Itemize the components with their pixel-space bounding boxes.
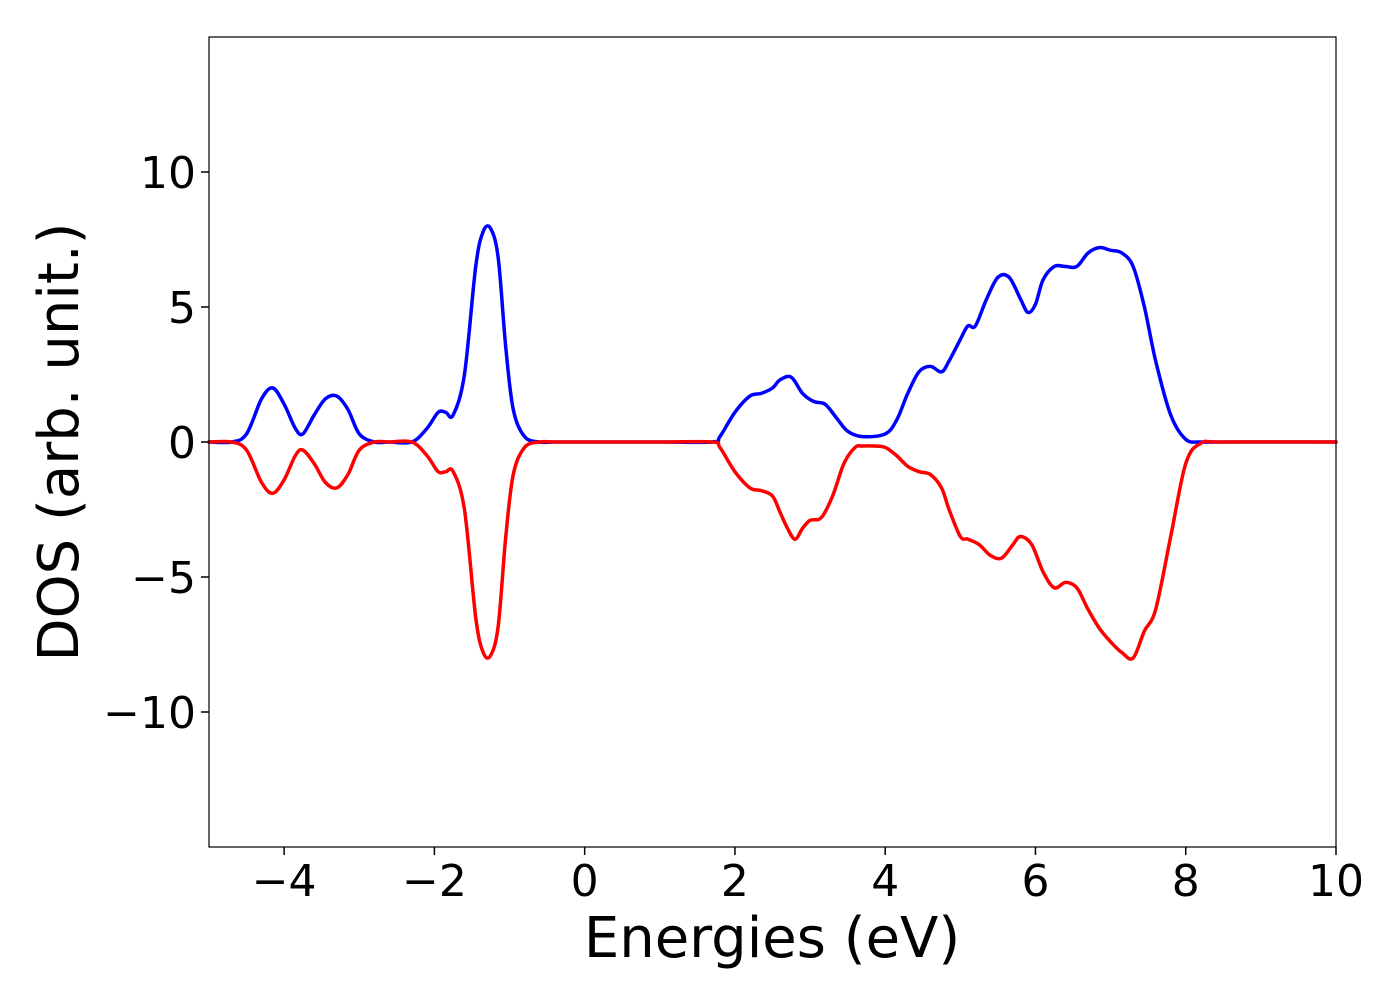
y-tick-label: −10 [103, 688, 196, 739]
x-tick-label: 4 [871, 856, 899, 907]
x-tick-label: 2 [721, 856, 749, 907]
y-tick-label: 10 [140, 148, 196, 199]
ticks-layer: −4 −2 0 2 4 6 8 10 10 5 0 −5 −10 [103, 148, 1364, 907]
x-axis-label: Energies (eV) [584, 906, 960, 971]
x-tick-label: 6 [1021, 856, 1049, 907]
x-tick-label: 8 [1172, 856, 1200, 907]
series-line-1 [207, 224, 1338, 445]
series-line-2 [207, 439, 1338, 661]
x-tick-label: 0 [571, 856, 599, 907]
y-tick-label: −5 [131, 553, 196, 604]
series-layer [207, 224, 1338, 661]
x-tick-label: −2 [402, 856, 467, 907]
x-tick-label: −4 [252, 856, 317, 907]
y-tick-label: 5 [168, 283, 196, 334]
y-tick-label: 0 [168, 418, 196, 469]
y-axis-label: DOS (arb. unit.) [27, 222, 92, 661]
x-tick-label: 10 [1308, 856, 1364, 907]
